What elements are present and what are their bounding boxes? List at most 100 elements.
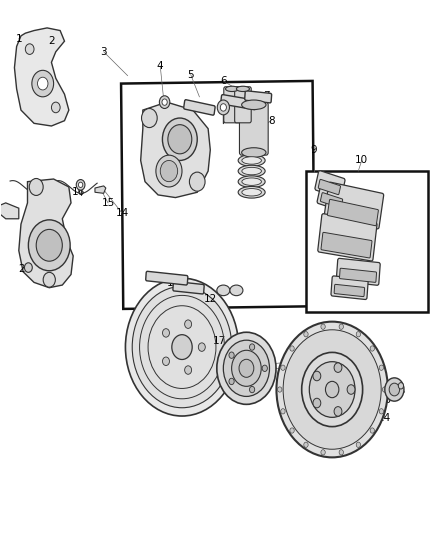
Circle shape <box>304 442 308 447</box>
Circle shape <box>28 220 70 271</box>
Circle shape <box>250 344 255 350</box>
Text: 24: 24 <box>377 413 390 423</box>
Polygon shape <box>306 171 428 312</box>
Text: 4: 4 <box>157 61 163 71</box>
FancyBboxPatch shape <box>321 232 372 258</box>
Circle shape <box>51 102 60 113</box>
Circle shape <box>185 320 191 328</box>
Circle shape <box>290 346 294 351</box>
Polygon shape <box>141 102 210 198</box>
Circle shape <box>283 330 381 449</box>
FancyBboxPatch shape <box>146 271 188 285</box>
Circle shape <box>172 335 192 359</box>
Text: 11: 11 <box>352 243 365 253</box>
Text: 21: 21 <box>360 383 373 393</box>
Circle shape <box>159 96 170 109</box>
Polygon shape <box>0 203 19 219</box>
Circle shape <box>132 286 232 408</box>
Circle shape <box>250 386 255 393</box>
Circle shape <box>278 387 282 392</box>
Circle shape <box>217 332 276 405</box>
Circle shape <box>141 109 157 127</box>
Circle shape <box>334 407 342 416</box>
Text: 22: 22 <box>284 413 297 423</box>
Ellipse shape <box>162 118 197 160</box>
Text: 10: 10 <box>355 156 368 165</box>
Circle shape <box>36 229 62 261</box>
Circle shape <box>185 366 191 374</box>
Text: 12: 12 <box>204 294 217 304</box>
Ellipse shape <box>238 187 265 198</box>
Circle shape <box>76 180 85 190</box>
FancyBboxPatch shape <box>224 87 240 123</box>
Circle shape <box>356 442 360 447</box>
Circle shape <box>347 385 355 394</box>
Circle shape <box>321 450 325 455</box>
Circle shape <box>162 99 167 106</box>
Circle shape <box>32 70 53 97</box>
Circle shape <box>389 383 399 396</box>
Circle shape <box>43 272 55 287</box>
Ellipse shape <box>238 165 265 177</box>
Circle shape <box>385 378 404 401</box>
Text: 3: 3 <box>100 47 107 56</box>
Ellipse shape <box>238 155 265 166</box>
Ellipse shape <box>168 125 192 154</box>
Text: 13: 13 <box>167 278 180 288</box>
Circle shape <box>25 263 32 272</box>
FancyBboxPatch shape <box>245 91 272 103</box>
Text: 25: 25 <box>240 395 253 405</box>
FancyBboxPatch shape <box>240 102 268 155</box>
Circle shape <box>217 100 230 115</box>
FancyBboxPatch shape <box>317 184 347 211</box>
Ellipse shape <box>156 155 182 187</box>
Text: 18: 18 <box>286 357 299 367</box>
FancyBboxPatch shape <box>339 268 377 282</box>
Ellipse shape <box>242 189 261 196</box>
FancyBboxPatch shape <box>318 180 340 195</box>
Text: 26: 26 <box>19 264 32 274</box>
FancyBboxPatch shape <box>235 87 251 123</box>
FancyBboxPatch shape <box>184 100 215 115</box>
Circle shape <box>302 352 363 426</box>
Circle shape <box>304 332 308 337</box>
Circle shape <box>281 365 285 370</box>
FancyBboxPatch shape <box>324 182 384 229</box>
FancyBboxPatch shape <box>173 281 204 294</box>
Circle shape <box>78 182 83 188</box>
Circle shape <box>262 365 267 372</box>
Circle shape <box>198 343 205 351</box>
Text: 6: 6 <box>220 76 226 86</box>
FancyBboxPatch shape <box>315 171 345 198</box>
Text: 15: 15 <box>101 198 115 208</box>
Circle shape <box>125 278 239 416</box>
Circle shape <box>313 398 321 408</box>
FancyBboxPatch shape <box>334 284 364 296</box>
Text: 7: 7 <box>264 91 270 101</box>
Circle shape <box>370 346 374 351</box>
Circle shape <box>229 352 234 358</box>
Ellipse shape <box>242 178 261 185</box>
Text: 8: 8 <box>268 116 275 126</box>
Circle shape <box>18 44 24 51</box>
Polygon shape <box>19 179 73 288</box>
Ellipse shape <box>238 176 265 188</box>
Circle shape <box>290 428 294 433</box>
Ellipse shape <box>242 148 266 157</box>
Circle shape <box>281 409 285 414</box>
Text: 5: 5 <box>187 70 194 79</box>
Circle shape <box>339 324 343 329</box>
Ellipse shape <box>242 100 266 110</box>
FancyBboxPatch shape <box>321 192 343 208</box>
Text: 16: 16 <box>72 187 85 197</box>
FancyBboxPatch shape <box>331 276 368 300</box>
Circle shape <box>379 409 384 414</box>
Circle shape <box>309 362 355 417</box>
Text: 2: 2 <box>48 36 55 46</box>
Polygon shape <box>95 186 106 193</box>
Circle shape <box>339 450 343 455</box>
Circle shape <box>276 321 388 457</box>
Text: 14: 14 <box>116 208 129 219</box>
Circle shape <box>382 387 387 392</box>
Circle shape <box>223 340 269 397</box>
